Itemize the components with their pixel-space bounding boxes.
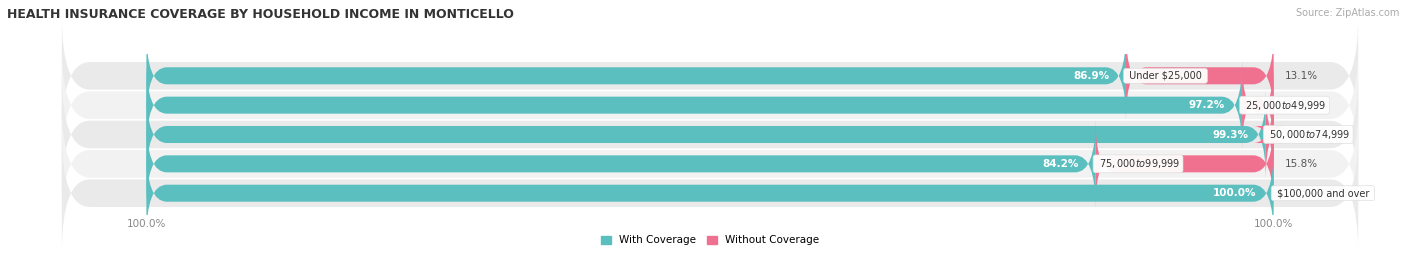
Text: 2.8%: 2.8% [1285, 100, 1312, 110]
Text: $75,000 to $99,999: $75,000 to $99,999 [1095, 157, 1181, 170]
FancyBboxPatch shape [1254, 90, 1286, 179]
FancyBboxPatch shape [62, 134, 1358, 253]
Text: 100.0%: 100.0% [1213, 188, 1257, 198]
FancyBboxPatch shape [146, 31, 1126, 120]
Text: 13.1%: 13.1% [1285, 71, 1317, 81]
Text: 0.0%: 0.0% [1285, 188, 1312, 198]
FancyBboxPatch shape [146, 61, 1241, 150]
FancyBboxPatch shape [146, 90, 1265, 179]
Text: $25,000 to $49,999: $25,000 to $49,999 [1241, 99, 1327, 112]
Legend: With Coverage, Without Coverage: With Coverage, Without Coverage [600, 235, 820, 246]
Text: HEALTH INSURANCE COVERAGE BY HOUSEHOLD INCOME IN MONTICELLO: HEALTH INSURANCE COVERAGE BY HOUSEHOLD I… [7, 8, 515, 21]
Text: Under $25,000: Under $25,000 [1126, 71, 1205, 81]
FancyBboxPatch shape [1095, 119, 1274, 208]
Text: $50,000 to $74,999: $50,000 to $74,999 [1265, 128, 1351, 141]
FancyBboxPatch shape [1241, 61, 1274, 150]
Text: 0.72%: 0.72% [1285, 129, 1319, 140]
Text: 84.2%: 84.2% [1042, 159, 1078, 169]
Text: 86.9%: 86.9% [1073, 71, 1109, 81]
FancyBboxPatch shape [62, 16, 1358, 135]
Text: 15.8%: 15.8% [1285, 159, 1317, 169]
Text: Source: ZipAtlas.com: Source: ZipAtlas.com [1295, 8, 1399, 18]
FancyBboxPatch shape [1126, 31, 1274, 120]
FancyBboxPatch shape [62, 104, 1358, 224]
Text: 99.3%: 99.3% [1213, 129, 1249, 140]
FancyBboxPatch shape [62, 45, 1358, 165]
FancyBboxPatch shape [146, 149, 1274, 238]
FancyBboxPatch shape [62, 75, 1358, 194]
FancyBboxPatch shape [146, 119, 1095, 208]
Text: 97.2%: 97.2% [1189, 100, 1225, 110]
Text: $100,000 and over: $100,000 and over [1274, 188, 1372, 198]
